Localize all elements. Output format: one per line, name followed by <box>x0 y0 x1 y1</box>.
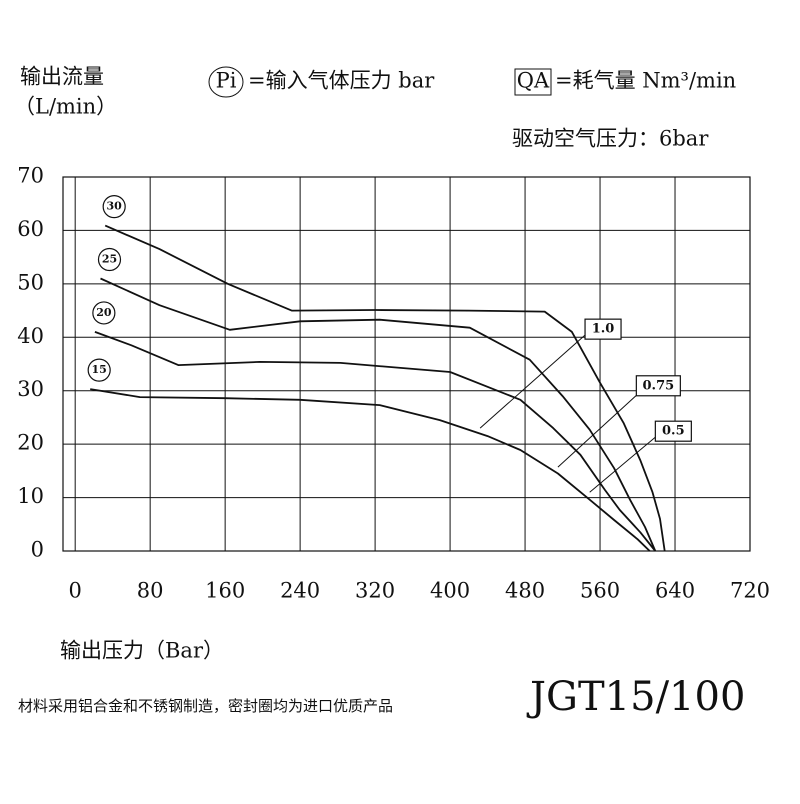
model: JGT15/100 <box>526 674 745 720</box>
qa-line <box>557 391 641 468</box>
series-badge <box>102 195 126 219</box>
qa-label-box <box>635 375 681 397</box>
x-tick-label: 0 <box>68 579 81 603</box>
footnote: 材料采用铝合金和不锈钢制造，密封圈均为进口优质产品 <box>18 697 393 715</box>
qa-label-box <box>584 318 622 340</box>
x-title: 输出压力（Bar） <box>60 639 224 663</box>
x-tick-label: 720 <box>730 579 770 603</box>
x-tick-label: 480 <box>505 579 545 603</box>
legend-label: 20 <box>96 306 112 319</box>
plot-frame <box>62 176 751 552</box>
curve <box>94 331 657 552</box>
curve <box>90 388 651 552</box>
series-badge <box>92 301 116 325</box>
pi-circle <box>208 66 244 98</box>
x-tick-label: 160 <box>205 579 245 603</box>
y-title: 输出流量 <box>20 65 104 89</box>
qa-label: 0.75 <box>643 378 675 393</box>
plot: 0 10 20 30 40 50 60 70 0 80 160 240 320 400 480 560 640 7… <box>17 164 770 603</box>
qa-box <box>514 68 552 96</box>
legend-qa: QA <box>517 69 550 93</box>
series-badge <box>87 358 111 382</box>
y-tick-label: 10 <box>17 484 44 508</box>
x-tick-label: 320 <box>355 579 395 603</box>
x-tick-label: 240 <box>280 579 320 603</box>
qa-line <box>479 334 586 429</box>
x-tick-label: 640 <box>655 579 695 603</box>
qa-label: 1.0 <box>592 322 615 337</box>
qa-line <box>589 436 656 493</box>
legend-label: 30 <box>107 200 123 213</box>
y-tick-label: 60 <box>17 217 44 241</box>
qa-label: 0.5 <box>662 424 685 439</box>
y-tick-label: 20 <box>17 431 44 455</box>
legend-label: 15 <box>92 363 107 376</box>
x-tick-label: 560 <box>580 579 620 603</box>
legend-qa-text: =耗气量 Nm³/min <box>555 69 736 93</box>
x-tick-label: 80 <box>137 579 164 603</box>
curve <box>100 277 657 552</box>
y-tick-label: 50 <box>17 270 44 294</box>
series-badge <box>97 247 122 272</box>
x-tick-label: 400 <box>430 579 470 603</box>
legend-label: 25 <box>102 253 117 266</box>
legend-pi: Pi <box>216 69 237 93</box>
y-unit: （L/min） <box>14 95 117 119</box>
y-tick-label: 30 <box>17 377 44 401</box>
y-tick-label: 40 <box>17 324 44 348</box>
legend-pi-text: =输入气体压力 bar <box>248 69 435 93</box>
drive-pressure: 驱动空气压力：6bar <box>512 127 709 151</box>
curve <box>104 224 666 552</box>
y-tick-label: 70 <box>17 164 44 188</box>
y-tick-label: 0 <box>31 538 44 562</box>
qa-label-box <box>654 420 692 442</box>
